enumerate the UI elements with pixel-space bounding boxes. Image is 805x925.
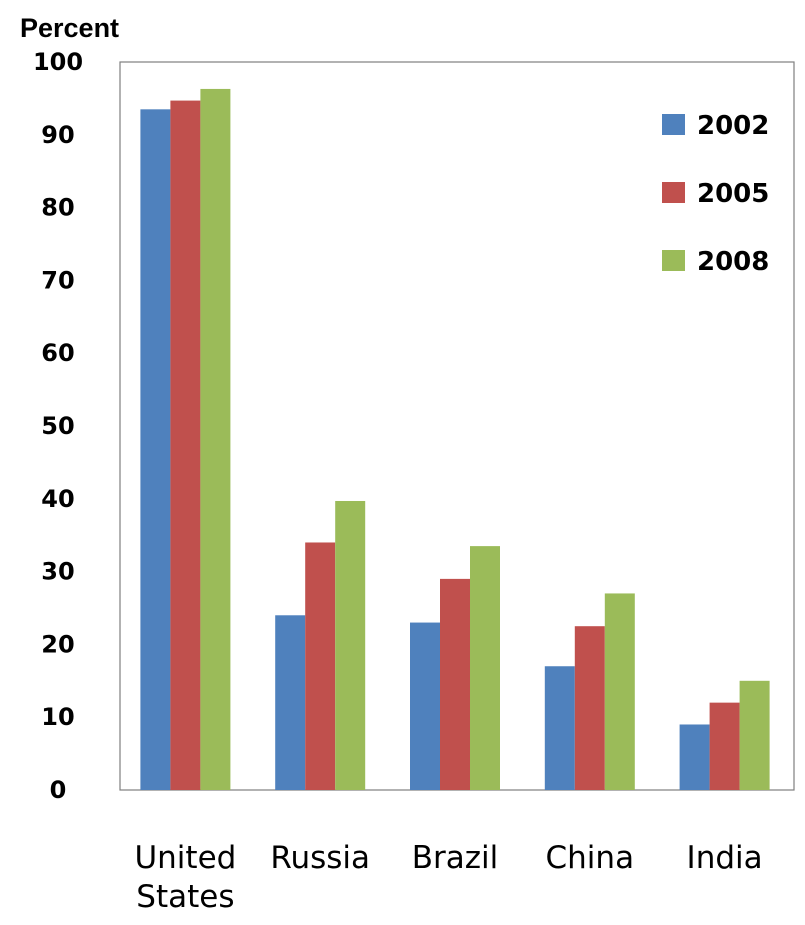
bar <box>544 666 575 790</box>
x-tick-label: Russia <box>270 840 370 876</box>
bar <box>470 546 500 790</box>
y-tick-label: 20 <box>41 630 74 658</box>
bar <box>275 615 306 790</box>
bar <box>140 109 171 790</box>
bar <box>200 88 231 791</box>
y-tick-label: 30 <box>41 558 74 586</box>
x-tick-label-line: Brazil <box>412 840 499 876</box>
bar <box>335 500 366 790</box>
bar <box>739 680 770 790</box>
legend-label: 2002 <box>697 111 769 141</box>
plot-area: 0 10 20 30 40 50 60 70 80 90 100 United States Russia… <box>33 48 795 915</box>
y-tick-label: 80 <box>41 194 74 222</box>
x-tick-label-line: India <box>687 840 763 876</box>
bar <box>604 593 635 790</box>
y-tick-label: 70 <box>41 266 74 294</box>
bar <box>170 100 201 791</box>
x-tick-label-line: Russia <box>270 840 370 876</box>
x-tick-label: China <box>546 840 635 876</box>
y-tick-label: 90 <box>41 121 74 149</box>
legend-label: 2005 <box>697 179 769 209</box>
y-tick-label: 40 <box>41 485 74 513</box>
y-tick-label: 100 <box>33 48 83 76</box>
legend-label: 2008 <box>697 247 769 277</box>
legend: 2002 2005 2008 <box>662 111 769 277</box>
y-tick-label: 10 <box>41 703 74 731</box>
y-tick-label: 0 <box>50 776 67 804</box>
x-tick-label: India <box>687 840 763 876</box>
bar <box>305 542 336 790</box>
bar <box>679 724 710 790</box>
x-tick-label-line: United <box>134 840 236 876</box>
x-tick-label: United States <box>134 840 236 915</box>
x-tick-label-line: States <box>136 879 234 915</box>
y-tick-label: 60 <box>41 339 74 367</box>
bar <box>709 702 740 790</box>
bar <box>440 578 470 790</box>
legend-swatch <box>662 182 685 203</box>
legend-swatch <box>662 250 685 271</box>
bar <box>410 622 440 790</box>
bar <box>574 626 605 790</box>
legend-swatch <box>662 114 685 135</box>
y-tick-label: 50 <box>41 412 74 440</box>
x-tick-label-line: China <box>546 840 635 876</box>
x-tick-label: Brazil <box>412 840 499 876</box>
y-axis-label: Percent <box>20 13 119 43</box>
